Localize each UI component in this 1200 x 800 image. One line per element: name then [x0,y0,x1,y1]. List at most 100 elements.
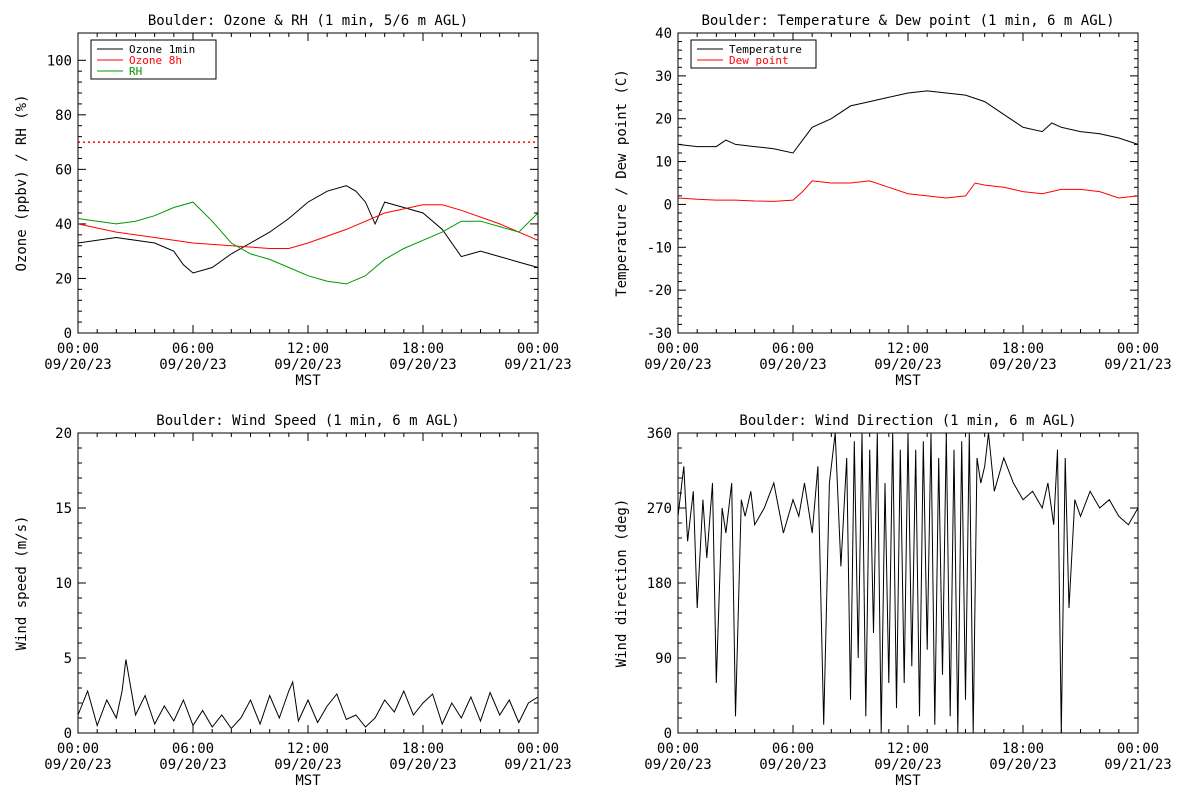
x-tick-label-date: 09/21/23 [1104,357,1171,373]
y-tick-label: 60 [55,162,72,178]
y-tick-label: 90 [655,651,672,667]
plot-frame [677,432,1139,734]
plot-frame [677,32,1139,334]
chart-title: Boulder: Wind Direction (1 min, 6 m AGL) [739,413,1076,429]
x-tick-label-date: 09/20/23 [274,357,341,373]
series-line-dew-point [677,180,1139,202]
legend-entry: Ozone 8h [129,54,182,67]
y-tick-label: -20 [647,283,672,299]
x-tick-label-date: 09/20/23 [759,757,826,773]
y-tick-label: 10 [55,576,72,592]
x-tick-label-date: 09/20/23 [989,357,1056,373]
x-tick-label-time: 12:00 [887,741,929,757]
legend-entry: Ozone 1min [129,43,195,56]
x-tick-label-time: 00:00 [57,741,99,757]
y-tick-label: -10 [647,240,672,256]
y-tick-label: 15 [55,501,72,517]
y-tick-label: 20 [55,426,72,442]
x-tick-label-date: 09/20/23 [389,757,456,773]
series-line-rh [77,201,539,285]
x-tick-label-time: 18:00 [402,741,444,757]
y-tick-label: 40 [55,217,72,233]
series-line-0 [677,432,1139,734]
x-tick-label-date: 09/20/23 [759,357,826,373]
y-axis-label: Wind direction (deg) [614,499,630,668]
x-tick-label-time: 06:00 [172,341,214,357]
x-tick-label-time: 00:00 [517,741,559,757]
y-tick-label: 360 [647,426,672,442]
x-tick-label-date: 09/20/23 [159,757,226,773]
chart-title: Boulder: Wind Speed (1 min, 6 m AGL) [156,413,459,429]
y-tick-label: 20 [55,271,72,287]
y-tick-label: 180 [647,576,672,592]
x-tick-label-time: 12:00 [287,741,329,757]
x-tick-label-date: 09/20/23 [159,357,226,373]
x-axis-label: MST [895,773,921,789]
x-tick-label-time: 00:00 [57,341,99,357]
x-tick-label-time: 06:00 [172,741,214,757]
x-tick-label-time: 00:00 [657,741,699,757]
y-tick-label: 40 [655,26,672,42]
y-tick-label: 10 [655,155,672,171]
chart-title: Boulder: Ozone & RH (1 min, 5/6 m AGL) [148,13,468,29]
x-tick-label-date: 09/20/23 [274,757,341,773]
x-tick-label-date: 09/20/23 [874,357,941,373]
legend-entry: Dew point [729,54,789,67]
x-tick-label-time: 18:00 [402,341,444,357]
x-tick-label-time: 00:00 [517,341,559,357]
series-line-ozone-8h [77,204,539,249]
legend-box [690,39,817,69]
x-tick-label-date: 09/20/23 [644,357,711,373]
panel-p2: Boulder: Temperature & Dew point (1 min,… [614,13,1172,389]
x-tick-label-time: 00:00 [657,341,699,357]
x-tick-label-time: 12:00 [887,341,929,357]
y-axis-label: Ozone (ppbv) / RH (%) [14,94,30,271]
x-tick-label-time: 12:00 [287,341,329,357]
x-tick-label-date: 09/20/23 [44,357,111,373]
y-tick-label: 80 [55,108,72,124]
x-tick-label-time: 00:00 [1117,741,1159,757]
y-tick-label: 5 [64,651,72,667]
panel-p1: Boulder: Ozone & RH (1 min, 5/6 m AGL) Oz… [14,13,572,389]
panel-p4: Boulder: Wind Direction (1 min, 6 m AGL)… [614,413,1172,789]
x-tick-label-time: 06:00 [772,741,814,757]
x-tick-label-date: 09/20/23 [874,757,941,773]
y-axis-label: Temperature / Dew point (C) [614,69,630,297]
y-tick-label: 30 [655,69,672,85]
y-tick-label: -30 [647,326,672,342]
y-tick-label: 0 [664,726,672,742]
x-tick-label-time: 18:00 [1002,341,1044,357]
legend-entry: Temperature [729,43,802,56]
x-tick-label-time: 06:00 [772,341,814,357]
y-tick-label: 0 [64,326,72,342]
series-line-temperature [677,90,1139,154]
x-tick-label-date: 09/20/23 [44,757,111,773]
y-axis-label: Wind speed (m/s) [14,516,30,651]
x-tick-label-date: 09/20/23 [989,757,1056,773]
series-line-ozone-1min [77,185,539,274]
x-tick-label-date: 09/21/23 [504,757,571,773]
legend-entry: RH [129,65,142,78]
y-tick-label: 100 [47,53,72,69]
x-axis-label: MST [295,373,321,389]
x-tick-label-time: 00:00 [1117,341,1159,357]
plot-frame [77,432,539,734]
x-axis-label: MST [295,773,321,789]
panel-p3: Boulder: Wind Speed (1 min, 6 m AGL) Wind… [14,413,572,789]
y-tick-label: 270 [647,501,672,517]
x-tick-label-date: 09/21/23 [1104,757,1171,773]
y-tick-label: 20 [655,112,672,128]
plot-frame [77,32,539,334]
y-tick-label: 0 [664,197,672,213]
x-axis-label: MST [895,373,921,389]
x-tick-label-time: 18:00 [1002,741,1044,757]
x-tick-label-date: 09/20/23 [644,757,711,773]
series-line-0 [77,659,539,730]
x-tick-label-date: 09/20/23 [389,357,456,373]
x-tick-label-date: 09/21/23 [504,357,571,373]
chart-title: Boulder: Temperature & Dew point (1 min,… [701,13,1114,29]
y-tick-label: 0 [64,726,72,742]
